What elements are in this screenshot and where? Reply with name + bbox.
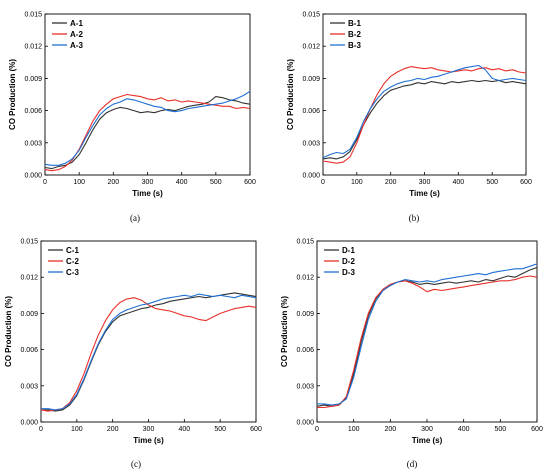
series-line-b-2 [322,66,527,164]
x-tick-label: 500 [210,179,222,186]
x-tick-label: 0 [43,179,47,186]
y-tick-label: 0.003 [20,383,38,390]
legend-label: C-2 [66,257,79,266]
y-tick-label: 0.000 [24,173,42,180]
y-tick-label: 0.015 [20,239,38,246]
x-tick-label: 400 [458,426,470,433]
legend-label: C-1 [66,246,79,255]
x-tick-label: 400 [452,179,464,186]
x-tick-label: 600 [250,426,262,433]
legend-label: C-3 [66,268,79,277]
x-tick-label: 300 [419,179,431,186]
x-tick-label: 0 [39,426,43,433]
x-axis-title: Time (s) [133,436,164,445]
y-tick-label: 0.006 [20,347,38,354]
y-axis-title: CO Production (%) [4,296,13,367]
series-line-a-2 [44,93,251,172]
x-tick-label: 500 [486,179,498,186]
legend-label: B-2 [348,30,361,39]
y-axis-title: CO Production (%) [8,59,17,130]
chart-panel-d: 0 100 200 300 400 500 600 0.000 0.003 0.006 0.009 0… [280,239,543,470]
series-line-b-1 [322,79,527,160]
y-tick-label: 0.003 [24,140,42,147]
series-line-a-3 [44,90,251,166]
x-tick-label: 600 [244,179,256,186]
x-tick-label: 0 [321,179,325,186]
y-tick-label: 0.006 [302,108,320,115]
y-tick-label: 0.015 [24,12,42,19]
panel-caption: (a) [130,213,140,223]
y-tick-label: 0.009 [302,76,320,83]
x-tick-label: 100 [71,426,83,433]
y-tick-label: 0.003 [296,383,314,390]
x-tick-label: 500 [494,426,506,433]
y-tick-label: 0.000 [20,420,38,427]
legend-label: D-2 [342,257,355,266]
panel-caption: (b) [409,213,420,223]
panel-caption: (c) [131,459,141,469]
series-line-b-3 [322,64,527,159]
y-tick-label: 0.000 [302,173,320,180]
legend-label: A-3 [70,41,83,50]
y-tick-label: 0.012 [302,44,320,51]
x-tick-label: 200 [107,426,119,433]
legend-label: B-3 [348,41,361,50]
y-tick-label: 0.009 [296,311,314,318]
legend-label: B-1 [348,19,361,28]
x-tick-label: 100 [348,426,360,433]
legend-label: A-1 [70,19,83,28]
x-tick-label: 0 [315,426,319,433]
x-tick-label: 200 [385,179,397,186]
x-tick-label: 300 [143,426,155,433]
legend-label: A-2 [70,30,83,39]
x-axis-title: Time (s) [409,189,440,198]
y-tick-label: 0.003 [302,140,320,147]
series-line-d-3 [317,263,538,406]
x-tick-label: 400 [176,179,188,186]
y-tick-label: 0.000 [296,420,314,427]
series-line-c-2 [40,297,257,412]
y-tick-label: 0.012 [296,275,314,282]
y-tick-label: 0.015 [302,12,320,19]
x-tick-label: 300 [142,179,154,186]
y-tick-label: 0.006 [24,108,42,115]
panel-caption: (d) [407,459,418,469]
x-axis-title: Time (s) [132,189,163,198]
x-tick-label: 300 [421,426,433,433]
y-tick-label: 0.009 [24,76,42,83]
y-tick-label: 0.006 [296,347,314,354]
x-tick-label: 200 [107,179,119,186]
x-tick-label: 100 [351,179,363,186]
x-tick-label: 400 [178,426,190,433]
x-tick-label: 200 [384,426,396,433]
series-line-d-2 [317,275,538,409]
y-tick-label: 0.009 [20,311,38,318]
series-line-d-1 [316,266,538,407]
x-tick-label: 100 [73,179,85,186]
x-axis-title: Time (s) [412,436,443,445]
y-tick-label: 0.015 [296,239,314,246]
chart-panel-a: 0 100 200 300 400 500 600 0.000 0.003 0.006 0.009 0… [8,12,256,224]
series-line-a-1 [44,96,251,170]
y-axis-title: CO Production (%) [280,296,289,367]
x-tick-label: 600 [520,179,532,186]
y-tick-label: 0.012 [20,275,38,282]
x-tick-label: 600 [531,426,543,433]
x-tick-label: 500 [214,426,226,433]
y-tick-label: 0.012 [24,44,42,51]
series-line-c-1 [41,292,257,412]
chart-panel-c: 0 100 200 300 400 500 600 0.000 0.003 0.006 0.009 0… [4,239,262,470]
legend-label: D-3 [342,268,355,277]
y-axis-title: CO Production (%) [286,59,295,130]
chart-panel-b: 0 100 200 300 400 500 600 0.000 0.003 0.006 0.009 0… [286,12,532,224]
legend-label: D-1 [342,246,355,255]
series-line-c-3 [41,293,257,411]
